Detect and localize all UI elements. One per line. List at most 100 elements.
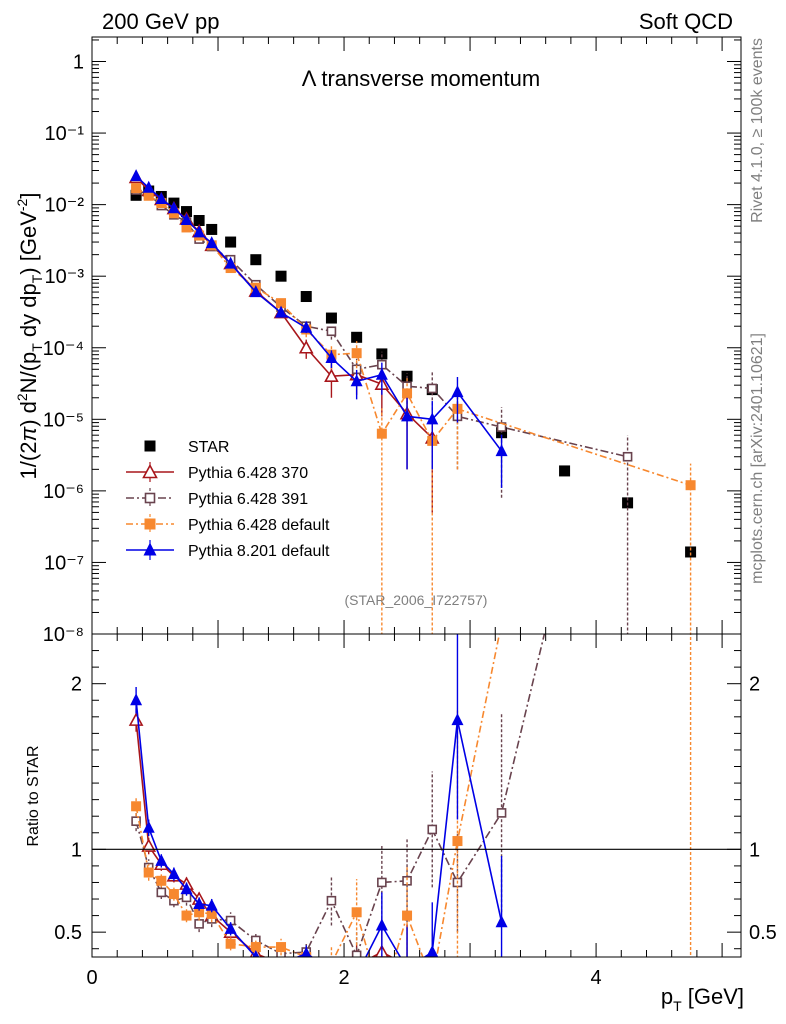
- data-point: [275, 270, 287, 282]
- data-point: [249, 285, 262, 298]
- ratio-point: [155, 853, 168, 866]
- ratio-y-tick-label-right: 1: [749, 839, 760, 861]
- ratio-point: [142, 820, 155, 833]
- data-point: [206, 223, 218, 235]
- data-point: [193, 225, 206, 238]
- legend-marker: [144, 492, 156, 504]
- data-point: [351, 348, 362, 359]
- legend-marker: [144, 518, 156, 530]
- data-point: [325, 350, 338, 363]
- ratio-y-axis-label: Ratio to STAR: [25, 745, 42, 846]
- data-point: [325, 312, 337, 324]
- data-point: [375, 367, 388, 380]
- top-y-tick-label: 10⁻⁴: [43, 338, 84, 360]
- data-point: [300, 291, 312, 303]
- legend-entry: Pythia 6.428 default: [126, 514, 330, 534]
- legend-marker: [143, 542, 157, 556]
- data-point: [300, 320, 313, 333]
- data-point: [326, 326, 337, 337]
- ratio-point: [131, 801, 142, 812]
- data-point: [324, 368, 339, 383]
- data-point: [181, 222, 192, 233]
- ratio-point: [427, 824, 438, 835]
- legend-entry: Pythia 8.201 default: [126, 540, 330, 560]
- data-point: [276, 298, 287, 309]
- top-y-tick-label: 1: [73, 52, 84, 74]
- ratio-point: [377, 997, 387, 1007]
- ratio-y-tick-label: 0.5: [54, 922, 82, 944]
- ratio-series-pythia-6-428-370: [128, 708, 413, 970]
- ratio-point: [280, 955, 282, 957]
- data-point: [180, 212, 193, 225]
- header-left-label: 200 GeV pp: [102, 9, 219, 34]
- ratio-point: [351, 907, 362, 918]
- x-axis-label: pT [GeV]: [661, 984, 744, 1014]
- data-point: [167, 201, 180, 214]
- ratio-point: [402, 910, 413, 921]
- data-point: [225, 236, 237, 248]
- ratio-point: [326, 895, 337, 906]
- ratio-line: [135, 634, 501, 957]
- ratio-point: [427, 977, 437, 987]
- top-y-tick-label: 10⁻⁵: [43, 409, 84, 431]
- header-right-label: Soft QCD: [639, 9, 733, 34]
- top-y-tick-label: 10⁻³: [45, 266, 85, 288]
- top-y-tick-label: 10⁻²: [45, 195, 85, 217]
- series-line: [135, 187, 691, 486]
- x-tick-label: 4: [591, 967, 602, 989]
- data-point: [131, 183, 142, 194]
- ratio-point: [375, 918, 388, 931]
- ratio-point: [141, 838, 157, 852]
- ratio-point: [426, 945, 439, 957]
- ratio-point: [193, 896, 206, 909]
- series-pythia-6-428-370: [128, 169, 440, 513]
- ratio-point: [326, 959, 336, 969]
- ratio-point: [131, 816, 141, 826]
- legend-marker: [142, 463, 158, 479]
- data-point: [622, 451, 633, 462]
- series-pythia-8-201-default: [130, 169, 508, 488]
- legend-entry: Pythia 6.428 391: [126, 488, 308, 508]
- legend-label: Pythia 6.428 370: [188, 465, 308, 482]
- mcplots-label: mcplots.cern.ch [arXiv:2401.10621]: [749, 333, 766, 584]
- data-point: [143, 190, 154, 201]
- legend-label: STAR: [188, 439, 229, 456]
- ratio-point: [452, 836, 463, 847]
- data-point: [495, 444, 508, 457]
- ratio-y-tick-label-right: 0.5: [749, 922, 777, 944]
- ratio-point: [180, 882, 193, 895]
- ratio-point: [194, 919, 204, 929]
- data-point: [685, 546, 697, 558]
- data-point: [205, 236, 218, 249]
- data-point: [376, 428, 387, 439]
- data-point: [401, 409, 414, 422]
- ratio-series-pythia-6-428-default: [131, 634, 692, 1007]
- legend-label: Pythia 6.428 default: [188, 517, 330, 534]
- ratio-point: [401, 959, 413, 970]
- svg-text:1/(2π) d2N/(pT dy dpT) [GeV-: 1/(2π) d2N/(pT dy dpT) [GeV-2]: [14, 193, 45, 480]
- top-y-tick-label: 10⁻⁷: [44, 552, 84, 574]
- ratio-point: [496, 808, 507, 818]
- ratio-point: [624, 282, 632, 290]
- data-point: [376, 348, 388, 360]
- top-y-axis-label: 1/(2π) d2N/(pT dy dpT) [GeV-2]: [14, 193, 45, 480]
- x-tick-label: 2: [338, 967, 349, 989]
- ratio-point: [143, 867, 154, 878]
- data-point: [426, 412, 439, 425]
- legend-label: Pythia 8.201 default: [188, 543, 330, 560]
- ratio-point: [205, 898, 218, 911]
- ratio-plot-frame: [91, 633, 742, 958]
- ratio-point: [250, 942, 261, 953]
- data-point: [427, 383, 438, 394]
- ratio-point: [377, 877, 387, 888]
- top-y-tick-label: 10⁻¹: [45, 123, 85, 145]
- ratio-point: [252, 950, 260, 957]
- data-point: [351, 331, 363, 343]
- data-point: [350, 374, 363, 387]
- ratio-point: [224, 921, 237, 934]
- ratio-series-pythia-8-201-default: [130, 634, 508, 957]
- ratio-point: [280, 956, 282, 957]
- data-point: [142, 180, 155, 193]
- legend-label: Pythia 6.428 391: [188, 491, 308, 508]
- ratio-point: [156, 875, 167, 886]
